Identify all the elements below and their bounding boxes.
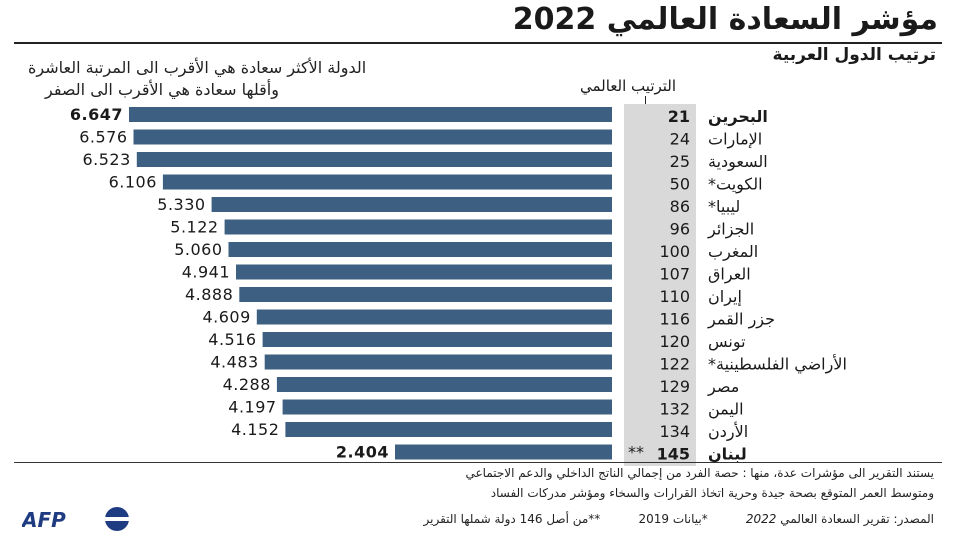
afp-logo-text: AFP [22,508,66,532]
source-year: 2022 [745,512,777,526]
country-label: الأردن [708,421,748,442]
source-label: المصدر: تقرير السعادة العالمي [780,512,934,526]
afp-logo-stripe [105,517,129,521]
value-label: 2.404 [336,443,389,462]
title-divider [14,42,942,44]
rank-label: 25 [670,152,690,171]
value-label: 4.516 [208,330,256,349]
value-label: 6.523 [82,150,130,169]
value-label: 6.576 [79,128,127,147]
bar [133,129,612,145]
country-label: مصر [707,377,739,397]
country-label: العراق [708,265,751,285]
value-label: 4.888 [185,285,233,304]
value-label: 6.106 [109,173,157,192]
rank-label: 21 [668,107,690,126]
rank-footnote-mark: ** [628,443,644,462]
bar [236,264,612,280]
country-label: الجزائر [707,220,754,240]
value-label: 4.152 [231,420,279,439]
scale-note-line2: وأقلها سعادة هي الأقرب الى الصفر [45,80,279,99]
value-label: 4.483 [210,353,258,372]
footer-source-line: المصدر: تقرير السعادة العالمي 2022 *بيان… [424,512,935,526]
scale-note-line1: الدولة الأكثر سعادة هي الأقرب الى المرتب… [28,58,367,77]
rank-label: 145 [657,445,690,464]
value-label: 5.122 [170,218,218,237]
rank-column-header: الترتيب العالمي [580,77,677,95]
value-label: 4.197 [228,398,276,417]
country-label: المغرب [708,242,758,262]
value-label: 4.609 [202,308,250,327]
value-label: 5.060 [174,240,222,259]
bar [282,399,612,415]
rank-label: 110 [659,287,690,306]
rank-label: 134 [659,422,690,441]
rank-column-band [624,104,696,466]
country-label: ليبيا* [708,197,740,216]
rank-label: 116 [659,310,690,329]
rank-label: 120 [659,332,690,351]
bar [256,309,612,325]
rank-label: 129 [659,377,690,396]
page-subtitle: ترتيب الدول العربية [772,45,936,65]
page-title: مؤشر السعادة العالمي 2022 [512,2,938,37]
value-label: 5.330 [157,195,205,214]
country-label: الإمارات [708,130,762,150]
country-label: الأراضي الفلسطينية* [708,354,847,375]
footer-note-line1: يستند التقرير الى مؤشرات عدة، منها : حصة… [465,466,935,480]
rank-label: 96 [670,220,690,239]
country-label: اليمن [708,400,744,420]
bar [262,332,612,347]
rank-label: 86 [670,197,690,216]
rank-label: 122 [659,355,690,374]
country-label: لبنان [708,445,747,464]
bar [285,422,612,437]
bar [395,444,612,460]
countries-total-note: **من أصل 146 دولة شملها التقرير [423,512,601,526]
value-label: 4.288 [223,375,271,394]
bar [228,242,612,257]
country-label: الكويت* [708,175,763,195]
rank-label: 50 [670,175,690,194]
country-label: السعودية [708,152,768,172]
rank-label: 107 [659,265,690,284]
afp-logo: AFP [22,507,129,532]
bar [239,287,613,302]
bar [136,152,613,167]
rank-label: 132 [659,400,690,419]
value-label: 6.647 [70,105,123,124]
bar [224,219,612,235]
rank-label: 100 [659,242,690,261]
bar [129,107,612,122]
rank-header-tick [645,96,646,105]
data-year-note: *بيانات 2019 [638,512,708,526]
bar [162,174,612,190]
rank-label: 24 [670,130,690,149]
country-label: البحرين [708,107,768,126]
footer-divider [14,462,942,463]
bar [211,197,612,212]
country-label: إيران [708,287,742,307]
country-label: جزر القمر [707,310,775,330]
country-label: تونس [708,332,746,352]
bar [264,354,612,370]
footer-note-line2: ومتوسط العمر المتوقع بصحة جيدة وحرية اتخ… [490,486,934,500]
value-label: 4.941 [182,263,230,282]
bar [276,377,612,392]
